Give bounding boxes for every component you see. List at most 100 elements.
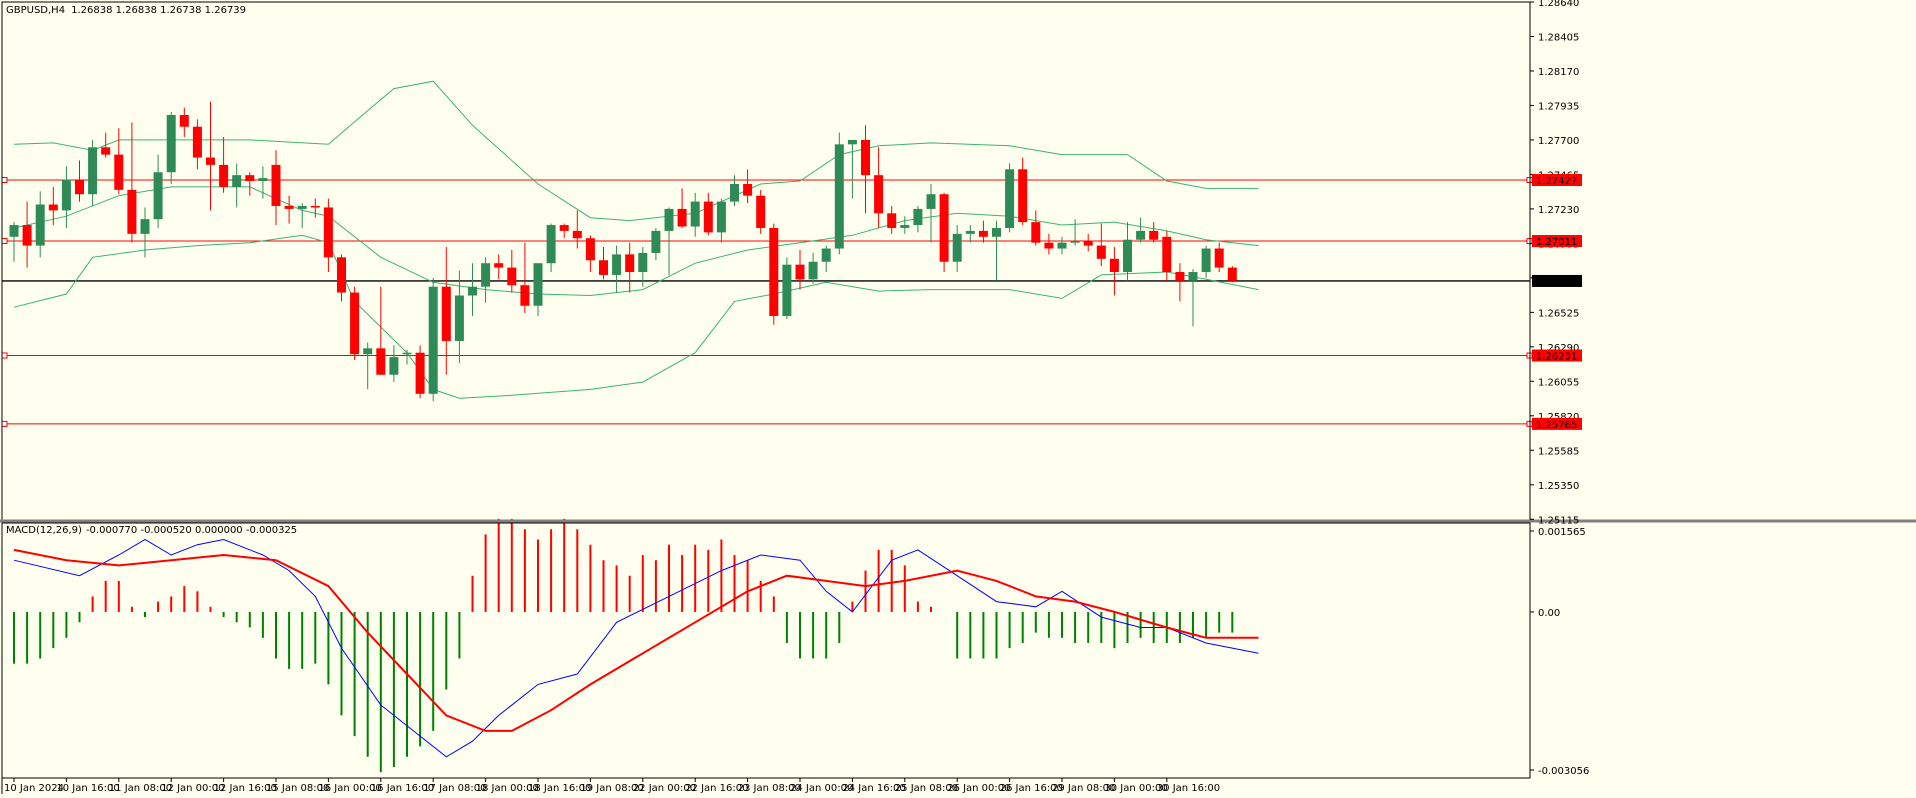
candle-body xyxy=(494,263,504,268)
level-price-label: 1.27427 xyxy=(1536,176,1577,187)
candle-body xyxy=(179,114,189,127)
level-price-label: 1.27011 xyxy=(1536,237,1577,248)
time-tick-label: 22 Jan 16:00 xyxy=(685,783,748,794)
candle-body xyxy=(363,348,373,355)
level-price-label: 1.26231 xyxy=(1536,352,1577,363)
candle-body xyxy=(271,164,281,206)
time-tick-label: 12 Jan 00:00 xyxy=(161,783,224,794)
level-anchor xyxy=(1,176,8,183)
candle-body xyxy=(415,352,425,394)
candle-body xyxy=(1227,267,1237,281)
candle-body xyxy=(35,204,45,246)
candle-body xyxy=(520,285,530,306)
candle-body xyxy=(1162,236,1172,273)
time-tick-label: 26 Jan 16:00 xyxy=(1000,783,1063,794)
time-tick-label: 23 Jan 08:00 xyxy=(738,783,801,794)
price-tick-label: 1.28170 xyxy=(1538,67,1579,78)
candle-body xyxy=(913,208,923,226)
time-tick-label: 30 Jan 16:00 xyxy=(1157,783,1220,794)
candle-body xyxy=(756,195,766,228)
candle-body xyxy=(166,114,176,173)
candle-body xyxy=(638,252,648,273)
price-tick-label: 1.25585 xyxy=(1538,446,1579,457)
macd-signal-line xyxy=(13,548,1259,732)
candle-body xyxy=(1149,230,1159,240)
time-tick-label: 24 Jan 16:00 xyxy=(842,783,905,794)
level-anchor xyxy=(1,238,8,245)
time-tick-label: 18 Jan 16:00 xyxy=(528,783,591,794)
candle-body xyxy=(1201,248,1211,273)
candle-body xyxy=(572,230,582,239)
candle-body xyxy=(1057,242,1067,249)
candle-body xyxy=(454,295,464,341)
candle-body xyxy=(258,178,268,182)
candle-body xyxy=(323,207,333,258)
current-price-tag xyxy=(1532,274,1582,287)
candle-body xyxy=(599,260,608,275)
candle-body xyxy=(1214,248,1224,268)
candle-body xyxy=(310,205,320,208)
price-tick-label: 1.26055 xyxy=(1538,377,1579,388)
candle-body xyxy=(978,230,988,237)
symbol-label: GBPUSD,H4 1.26838 1.26838 1.26738 1.26739 xyxy=(6,5,246,16)
candle-body xyxy=(337,257,346,293)
price-tick-label: 1.25115 xyxy=(1538,515,1579,526)
candle-body xyxy=(861,139,870,176)
candle-body xyxy=(428,286,438,394)
level-anchor xyxy=(1,352,8,359)
candle-body xyxy=(533,263,543,306)
macd-pane[interactable] xyxy=(13,518,1259,773)
candle-body xyxy=(468,286,477,296)
candle-body xyxy=(651,230,661,253)
candle-body xyxy=(206,157,215,165)
macd-line xyxy=(13,538,1259,758)
bollinger-upper-band xyxy=(13,80,1259,222)
candle-body xyxy=(284,205,294,209)
candle-body xyxy=(952,233,962,262)
price-pane[interactable] xyxy=(1,80,1533,427)
candle-body xyxy=(939,194,949,262)
candle-body xyxy=(965,230,975,234)
time-tick-label: 10 Jan 16:00 xyxy=(56,783,119,794)
candle-body xyxy=(874,175,884,214)
level-price-tag xyxy=(1532,417,1582,430)
price-tick-label: 1.26525 xyxy=(1538,308,1579,319)
candle-body xyxy=(703,201,713,233)
candle-body xyxy=(769,227,779,317)
time-tick-label: 29 Jan 08:00 xyxy=(1052,783,1115,794)
candle-body xyxy=(219,164,229,187)
candle-body xyxy=(664,208,674,231)
level-anchor xyxy=(1,420,8,427)
bollinger-lower-band xyxy=(13,234,1259,399)
time-tick-label: 26 Jan 00:00 xyxy=(947,783,1010,794)
candle-body xyxy=(1109,258,1119,273)
candle-body xyxy=(559,225,569,231)
candle-body xyxy=(114,154,124,190)
candle-body xyxy=(1083,241,1093,246)
candle-body xyxy=(1175,272,1185,281)
macd-label: MACD(12,26,9) -0.000770 -0.000520 0.00000… xyxy=(6,525,297,536)
candle-body xyxy=(1018,169,1028,223)
candle-body xyxy=(75,179,84,195)
candle-body xyxy=(1005,169,1015,228)
price-tick-label: 1.28405 xyxy=(1538,32,1579,43)
candle-body xyxy=(88,147,98,195)
time-tick-label: 17 Jan 08:00 xyxy=(423,783,486,794)
candle-body xyxy=(677,208,687,227)
macd-tick-label: -0.003056 xyxy=(1538,766,1589,777)
candle-body xyxy=(507,267,517,286)
candle-body xyxy=(481,263,491,287)
level-price-tag xyxy=(1532,349,1582,362)
candle-body xyxy=(101,147,111,155)
candle-body xyxy=(821,248,831,262)
candle-body xyxy=(1070,241,1080,243)
price-tick-label: 1.28640 xyxy=(1538,0,1579,9)
candle-body xyxy=(245,175,255,182)
candle-body xyxy=(61,179,71,211)
time-tick-label: 19 Jan 08:00 xyxy=(580,783,643,794)
time-tick-label: 11 Jan 08:00 xyxy=(109,783,172,794)
candle-body xyxy=(350,292,360,355)
candle-body xyxy=(9,225,19,237)
candle-body xyxy=(22,225,32,246)
